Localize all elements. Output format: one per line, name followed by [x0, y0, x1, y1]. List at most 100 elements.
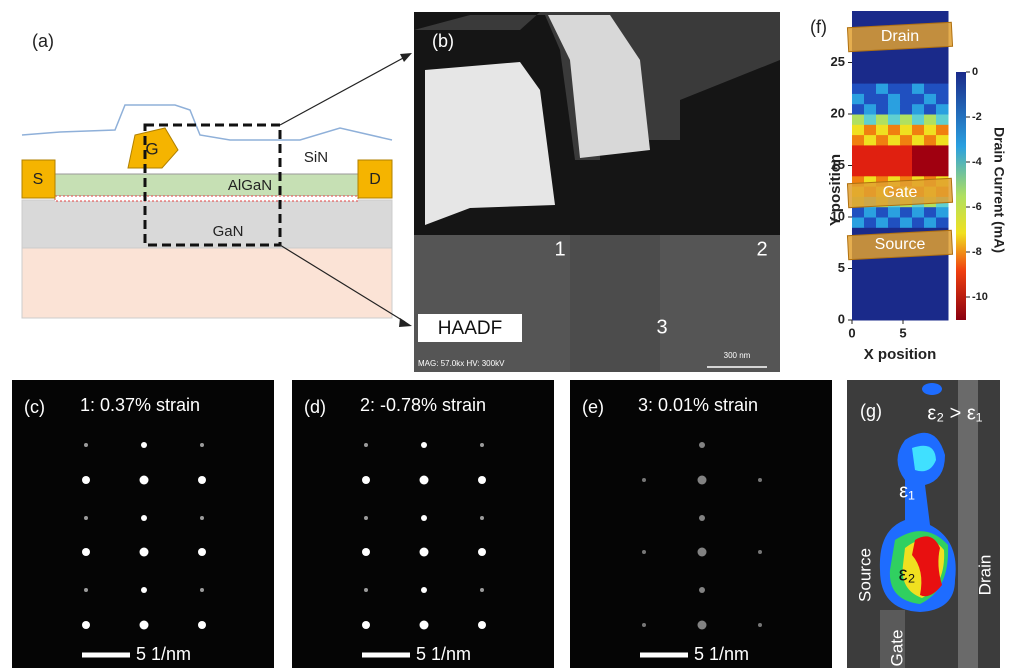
strain-relation: ε₂ > ε₁	[927, 402, 982, 424]
heatmap-cell	[924, 279, 937, 290]
heatmap-cell	[924, 145, 937, 156]
heatmap-cell	[852, 279, 865, 290]
panel-label: (c)	[24, 397, 45, 417]
heatmap-cell	[912, 217, 925, 228]
diffraction-spot	[362, 621, 370, 629]
heatmap-cell	[888, 258, 901, 269]
heatmap-cell	[852, 52, 865, 63]
heatmap-cell	[936, 310, 949, 321]
heatmap-cell	[888, 299, 901, 310]
diffraction-spot	[420, 548, 429, 557]
heatmap-cell	[852, 73, 865, 84]
heatmap-cell	[924, 310, 937, 321]
heatmap-cell	[864, 93, 877, 104]
heatmap-cell	[876, 166, 889, 177]
diffraction-spot	[420, 621, 429, 630]
heatmap-cell	[888, 11, 901, 22]
strain-caption: 1: 0.37% strain	[80, 395, 200, 415]
heatmap-cell	[852, 269, 865, 280]
heatmap-cell	[876, 289, 889, 300]
heatmap-cell	[912, 135, 925, 146]
heatmap-cell	[852, 155, 865, 166]
x-tick-label: 0	[848, 325, 855, 340]
heatmap-cell	[876, 114, 889, 125]
heatmap-cell	[936, 11, 949, 22]
diffraction-spot	[699, 515, 705, 521]
heatmap-cell	[936, 207, 949, 218]
heatmap-cell	[912, 73, 925, 84]
heatmap-cell	[936, 73, 949, 84]
heatmap-cell	[924, 52, 937, 63]
panel-label: (b)	[432, 31, 454, 51]
heatmap-cell	[924, 73, 937, 84]
panel-label: (f)	[810, 17, 827, 37]
heatmap-cell	[876, 299, 889, 310]
diffraction-spot	[364, 443, 368, 447]
heatmap-cell	[888, 135, 901, 146]
heatmap-cell	[888, 310, 901, 321]
heatmap-cell	[864, 155, 877, 166]
colorbar-tick-label: -6	[972, 201, 982, 213]
diffraction-spot	[84, 588, 88, 592]
heatmap-cell	[900, 279, 913, 290]
image-info: MAG: 57.0kx HV: 300kV	[418, 359, 505, 368]
heatmap-cell	[912, 63, 925, 74]
heatmap-cell	[864, 104, 877, 115]
gan-region	[570, 235, 660, 372]
heatmap-cell	[936, 114, 949, 125]
strain-caption: 2: -0.78% strain	[360, 395, 486, 415]
heatmap-cell	[900, 299, 913, 310]
panel-label: (d)	[304, 397, 326, 417]
heatmap-cell	[864, 310, 877, 321]
diffraction-spot	[421, 442, 427, 448]
algan-layer	[55, 174, 358, 196]
strain-label: ε₁	[899, 480, 915, 502]
heatmap-cell	[852, 63, 865, 74]
heatmap-cell	[924, 104, 937, 115]
heatmap-cell	[924, 299, 937, 310]
colorbar-tick-label: -8	[972, 246, 982, 258]
diffraction-spot	[362, 476, 370, 484]
heatmap-cell	[900, 145, 913, 156]
heatmap-cell	[936, 93, 949, 104]
heatmap-cell	[864, 124, 877, 135]
heatmap-cell	[936, 52, 949, 63]
algan-label: AlGaN	[228, 177, 272, 194]
panel-label: (g)	[860, 401, 882, 421]
heatmap-cell	[888, 124, 901, 135]
heatmap-cell	[912, 310, 925, 321]
heatmap-cell	[900, 289, 913, 300]
heatmap-cell	[864, 145, 877, 156]
heatmap-cell	[936, 289, 949, 300]
diffraction-spot	[82, 548, 90, 556]
scale-label: 5 1/nm	[136, 644, 191, 664]
heatmap-cell	[924, 11, 937, 22]
heatmap-cell	[900, 155, 913, 166]
diffraction-spot	[698, 548, 707, 557]
diffraction-spot	[478, 476, 486, 484]
panel-b: (b) 1 2 3 HAADF MAG: 57.0kx HV: 300kV 30…	[414, 12, 780, 372]
heatmap-cell	[852, 207, 865, 218]
diffraction-spot	[200, 588, 204, 592]
heatmap-cell	[912, 269, 925, 280]
heatmap-cell	[888, 104, 901, 115]
heatmap-cell	[888, 83, 901, 94]
diffraction-spot	[642, 623, 646, 627]
heatmap-cell	[936, 63, 949, 74]
diffraction-spot	[364, 516, 368, 520]
heatmap-cell	[864, 269, 877, 280]
colorbar	[956, 72, 966, 320]
figure: (a) G SiN S D AlGaN GaN (b) 1 2 3 HAADF …	[0, 0, 1012, 668]
gan-layer	[22, 200, 392, 248]
diffraction-spot	[480, 443, 484, 447]
heatmap-cell	[888, 114, 901, 125]
heatmap-cell	[924, 217, 937, 228]
electrode-label: Drain	[881, 28, 919, 45]
heatmap-cell	[888, 155, 901, 166]
heatmap-cell	[876, 145, 889, 156]
heatmap-cell	[876, 93, 889, 104]
x-axis-label: X position	[864, 346, 937, 363]
strain-label: ε₂	[899, 563, 916, 585]
heatmap-cell	[936, 155, 949, 166]
y-tick-label: 15	[831, 157, 845, 172]
